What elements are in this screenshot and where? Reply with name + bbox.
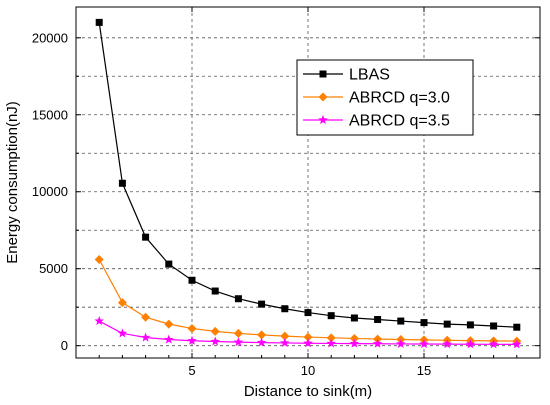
- data-point: [211, 287, 219, 295]
- series-lines: [94, 18, 522, 349]
- data-point: [210, 326, 220, 336]
- data-point: [303, 338, 313, 348]
- legend-marker: [318, 92, 328, 102]
- data-point: [165, 260, 173, 268]
- data-point: [234, 295, 242, 303]
- data-point: [349, 338, 360, 348]
- data-point: [442, 339, 452, 349]
- series-1: [95, 18, 521, 331]
- legend-label: ABRCD q=3.5: [349, 113, 450, 130]
- data-point: [117, 298, 127, 308]
- legend-item: LBAS: [303, 67, 390, 84]
- y-tick-label: 5000: [39, 261, 68, 276]
- data-point: [303, 332, 313, 342]
- data-point: [233, 328, 243, 338]
- data-point: [466, 321, 474, 329]
- data-point: [349, 333, 359, 343]
- data-point: [257, 330, 267, 340]
- data-point: [372, 338, 383, 348]
- legend-label: LBAS: [349, 67, 390, 84]
- data-point: [187, 323, 197, 333]
- data-point: [281, 305, 289, 313]
- data-point: [164, 334, 174, 344]
- y-tick-label: 15000: [32, 107, 68, 122]
- data-point: [513, 323, 521, 331]
- data-point: [280, 331, 290, 341]
- data-point: [420, 319, 428, 327]
- data-point: [94, 316, 104, 326]
- data-point: [465, 339, 476, 349]
- data-point: [258, 300, 266, 308]
- data-point: [350, 314, 358, 322]
- data-point: [256, 337, 267, 347]
- x-tick-label: 5: [188, 363, 195, 378]
- data-point: [396, 338, 406, 348]
- data-point: [140, 332, 151, 342]
- data-point: [95, 18, 103, 26]
- data-point: [326, 338, 336, 348]
- data-point: [188, 276, 196, 284]
- data-point: [490, 322, 498, 330]
- legend-label: ABRCD q=3.0: [349, 90, 450, 107]
- legend-marker: [319, 70, 327, 78]
- data-point: [304, 309, 312, 317]
- x-tick-label: 10: [301, 363, 315, 378]
- y-tick-label: 20000: [32, 30, 68, 45]
- legend-marker: [318, 115, 328, 125]
- data-point: [164, 319, 174, 329]
- data-point: [327, 312, 335, 320]
- x-tick-label: 15: [417, 363, 431, 378]
- data-point: [118, 179, 126, 187]
- data-point: [488, 339, 499, 349]
- y-tick-label: 10000: [32, 184, 68, 199]
- data-point: [141, 312, 151, 322]
- data-point: [326, 333, 336, 343]
- data-point: [280, 337, 290, 347]
- legend-item: ABRCD q=3.0: [303, 90, 450, 107]
- data-point: [210, 336, 220, 346]
- data-point: [443, 320, 451, 328]
- x-axis-title: Distance to sink(m): [244, 383, 372, 400]
- data-point: [117, 328, 128, 338]
- data-point: [374, 316, 382, 324]
- data-point: [142, 233, 150, 241]
- y-tick-label: 0: [61, 338, 68, 353]
- legend-item: ABRCD q=3.5: [303, 113, 450, 130]
- axis-ticks: 5 10 15 0 5000 10000 15000 20000: [32, 7, 540, 378]
- series-3: [94, 316, 522, 349]
- y-axis-title: Energy consumption(nJ): [4, 101, 21, 264]
- data-point: [419, 339, 429, 349]
- data-point: [233, 337, 244, 347]
- data-point: [187, 335, 197, 345]
- data-point: [397, 317, 405, 325]
- data-point: [94, 254, 104, 264]
- data-point: [512, 339, 522, 349]
- legend: LBAS ABRCD q=3.0 ABRCD q=3.5: [296, 59, 474, 136]
